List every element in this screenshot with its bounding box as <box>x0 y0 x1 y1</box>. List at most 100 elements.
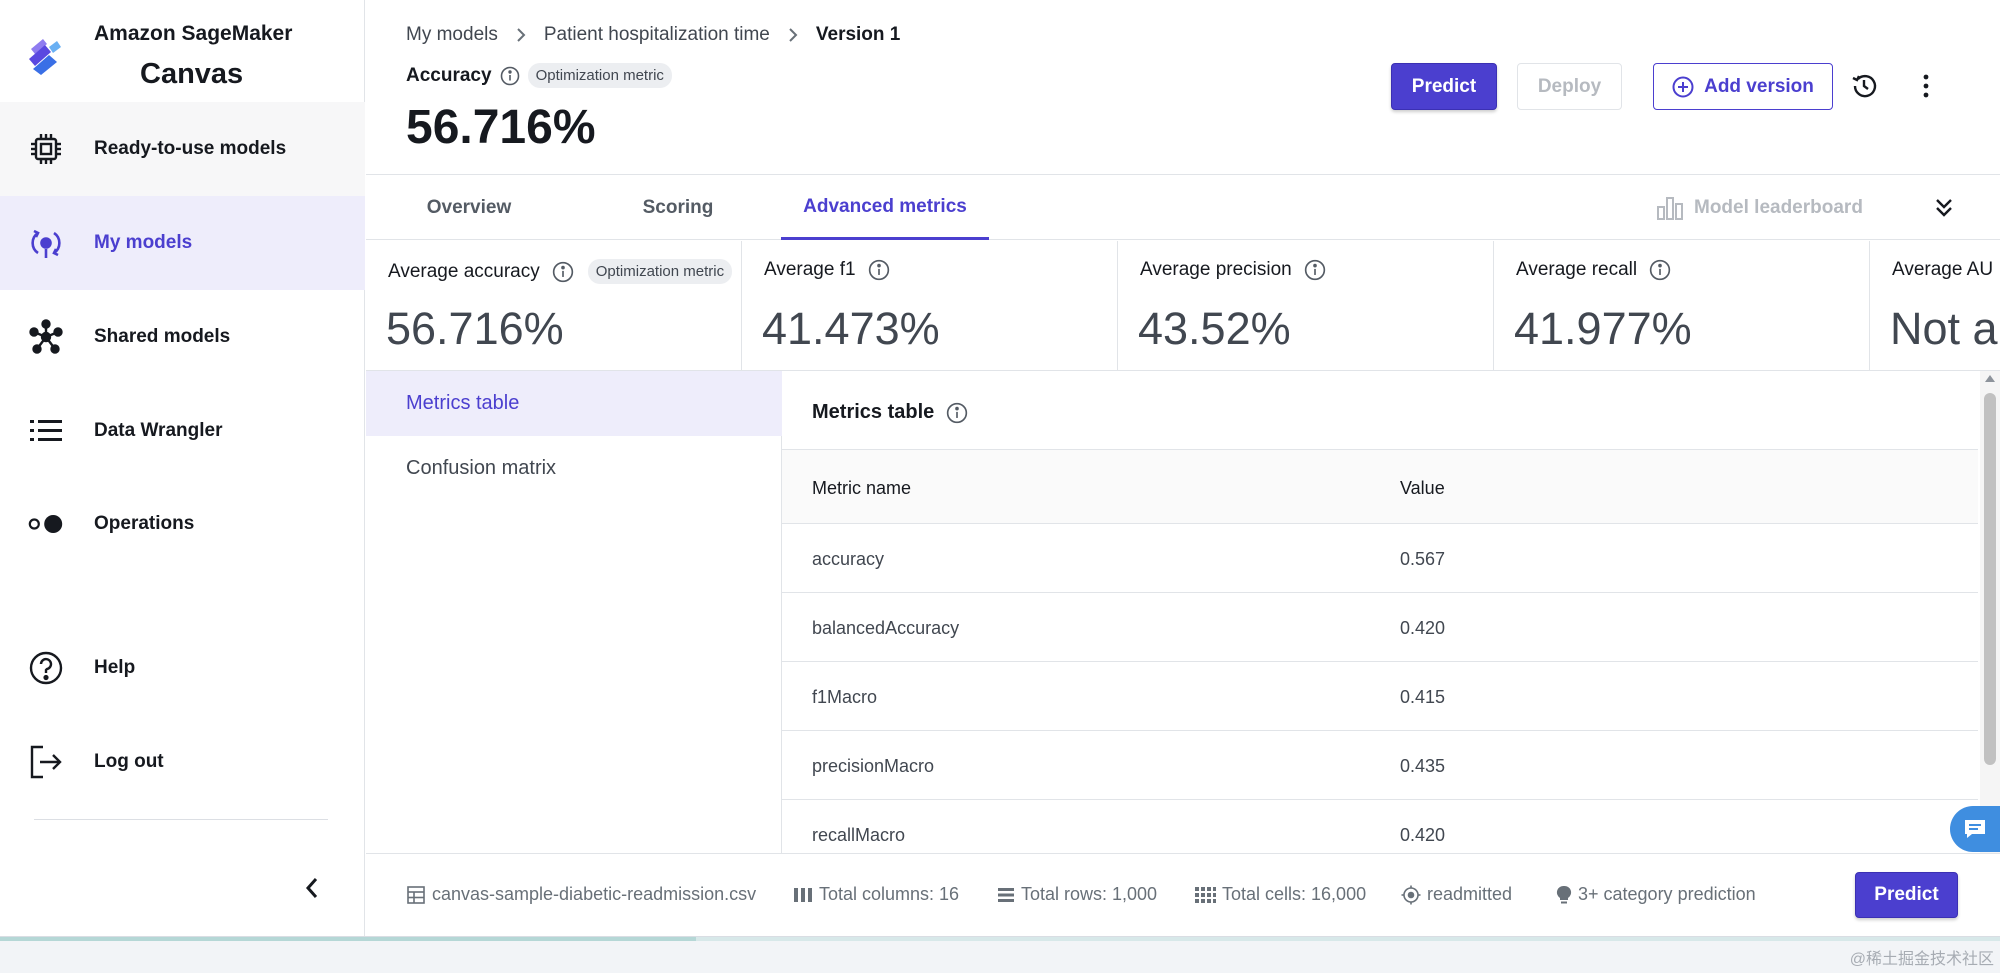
dataset-name: canvas-sample-diabetic-readmission.csv <box>406 884 756 905</box>
model-leaderboard-button[interactable]: Model leaderboard <box>1656 176 1863 240</box>
card-value: 41.473% <box>762 303 940 354</box>
optimization-metric-badge: Optimization metric <box>527 63 672 88</box>
info-icon[interactable] <box>1649 259 1671 281</box>
tab-advanced-metrics[interactable]: Advanced metrics <box>781 176 989 240</box>
subnav-confusion-matrix[interactable]: Confusion matrix <box>406 457 557 479</box>
brand-name: Amazon SageMaker <box>94 22 293 45</box>
column-header-metric-name[interactable]: Metric name <box>812 478 912 498</box>
lightbulb-icon <box>1556 885 1572 905</box>
target-column: readmitted <box>1401 884 1512 905</box>
metric-name-cell: balancedAccuracy <box>812 618 960 638</box>
models-icon <box>28 225 64 261</box>
plus-circle-icon <box>1672 76 1694 98</box>
sidebar-item-label: My models <box>94 232 193 253</box>
canvas-app: Amazon SageMaker Canvas Ready-to-use mod… <box>0 0 2000 936</box>
sidebar-item-my-models[interactable]: My models <box>0 196 365 290</box>
sidebar-item-operations[interactable]: Operations <box>0 477 365 571</box>
table-row: recallMacro 0.420 <box>782 800 1978 853</box>
breadcrumb-my-models[interactable]: My models <box>406 24 498 45</box>
watermark: @稀土掘金技术社区 <box>1849 951 1994 968</box>
metric-card-average-f1: Average f1 41.473% <box>742 241 1118 370</box>
metric-value-cell: 0.567 <box>1400 549 1446 569</box>
tab-scoring[interactable]: Scoring <box>642 197 714 218</box>
main-content: My models Patient hospitalization time V… <box>366 0 2000 936</box>
info-icon[interactable] <box>552 261 574 283</box>
help-icon <box>28 650 64 686</box>
target-icon <box>1401 885 1421 905</box>
deploy-button[interactable]: Deploy <box>1517 63 1622 110</box>
total-cells: Total cells: 16,000 <box>1194 884 1366 905</box>
sidebar-item-label: Operations <box>94 513 195 534</box>
chat-icon <box>1965 820 1985 838</box>
metric-cards: Average accuracy Optimization metric 56.… <box>366 241 2000 371</box>
metric-value-cell: 0.420 <box>1400 618 1446 638</box>
metric-card-average-auc: Average AU Not a <box>1870 241 2000 370</box>
sidebar: Amazon SageMaker Canvas Ready-to-use mod… <box>0 0 365 936</box>
leaderboard-label: Model leaderboard <box>1694 197 1863 218</box>
card-header: Average f1 <box>764 259 890 281</box>
accuracy-row: Accuracy Optimization metric <box>406 63 672 88</box>
scrollbar-thumb[interactable] <box>1984 393 1996 765</box>
info-icon[interactable] <box>1304 259 1326 281</box>
chevron-left-icon <box>305 878 318 898</box>
sidebar-item-label: Shared models <box>94 326 231 347</box>
column-header-value[interactable]: Value <box>1400 478 1445 498</box>
chip-icon <box>28 131 64 167</box>
sidebar-item-data-wrangler[interactable]: Data Wrangler <box>0 384 365 478</box>
double-chevron-down-icon <box>1936 199 1952 217</box>
problem-type: 3+ category prediction <box>1556 884 1756 905</box>
expand-header-button[interactable] <box>1924 188 1964 228</box>
scroll-up-arrow-icon[interactable] <box>1985 375 1995 382</box>
grid-icon <box>1194 886 1216 904</box>
sidebar-item-label: Data Wrangler <box>94 420 223 441</box>
more-options-button[interactable] <box>1906 66 1946 106</box>
version-history-button[interactable] <box>1844 66 1884 106</box>
total-columns-label: Total columns: 16 <box>819 884 960 904</box>
sidebar-item-ready-to-use-models[interactable]: Ready-to-use models <box>0 102 365 196</box>
sidebar-item-log-out[interactable]: Log out <box>0 715 365 809</box>
feedback-chat-button[interactable] <box>1950 806 2000 852</box>
card-header: Average recall <box>1516 259 1671 281</box>
brand: Amazon SageMaker Canvas <box>0 0 365 100</box>
metrics-table-heading: Metrics table <box>812 401 935 423</box>
breadcrumb-model[interactable]: Patient hospitalization time <box>543 24 770 45</box>
progress-fill <box>0 937 696 941</box>
sidebar-item-help[interactable]: Help <box>0 621 365 715</box>
table-row: balancedAccuracy 0.420 <box>782 593 1978 662</box>
metrics-subnav: Metrics table Confusion matrix <box>366 371 782 853</box>
collapse-sidebar-button[interactable] <box>296 872 328 904</box>
sidebar-divider <box>34 819 328 820</box>
metric-value-cell: 0.435 <box>1400 756 1446 776</box>
add-version-label: Add version <box>1704 75 1814 97</box>
share-icon <box>28 319 64 355</box>
metric-name-cell: precisionMacro <box>812 756 935 776</box>
sidebar-item-label: Help <box>94 657 136 678</box>
footer-predict-button[interactable]: Predict <box>1855 872 1958 918</box>
subnav-metrics-table[interactable]: Metrics table <box>366 371 782 436</box>
sidebar-item-shared-models[interactable]: Shared models <box>0 290 365 384</box>
metric-card-average-precision: Average precision 43.52% <box>1118 241 1494 370</box>
metrics-table-panel: Metrics table Metric name Value accuracy… <box>782 371 2000 853</box>
card-title: Average recall <box>1516 259 1638 280</box>
table-header: Metric name Value <box>782 449 1978 524</box>
card-header: Average accuracy Optimization metric <box>388 259 733 284</box>
sidebar-item-label: Ready-to-use models <box>94 138 287 159</box>
table-scrollbar[interactable] <box>1980 371 2000 853</box>
card-title: Average AU <box>1892 259 1994 280</box>
logout-icon <box>28 744 64 780</box>
metrics-table-title: Metrics table <box>812 401 968 424</box>
metric-name-cell: f1Macro <box>812 687 878 707</box>
metric-name-cell: recallMacro <box>812 825 906 845</box>
card-value: Not a <box>1890 303 1998 354</box>
table-row: f1Macro 0.415 <box>782 662 1978 731</box>
model-tabs: Overview Scoring Advanced metrics Model … <box>366 176 2000 240</box>
info-icon[interactable] <box>500 66 520 86</box>
card-value: 41.977% <box>1514 303 1692 354</box>
predict-button[interactable]: Predict <box>1391 63 1497 110</box>
tab-overview[interactable]: Overview <box>426 197 512 218</box>
info-icon[interactable] <box>868 259 890 281</box>
total-columns: Total columns: 16 <box>793 884 959 905</box>
add-version-button[interactable]: Add version <box>1653 63 1833 110</box>
info-icon[interactable] <box>946 402 968 424</box>
card-header: Average AU <box>1892 259 1993 281</box>
